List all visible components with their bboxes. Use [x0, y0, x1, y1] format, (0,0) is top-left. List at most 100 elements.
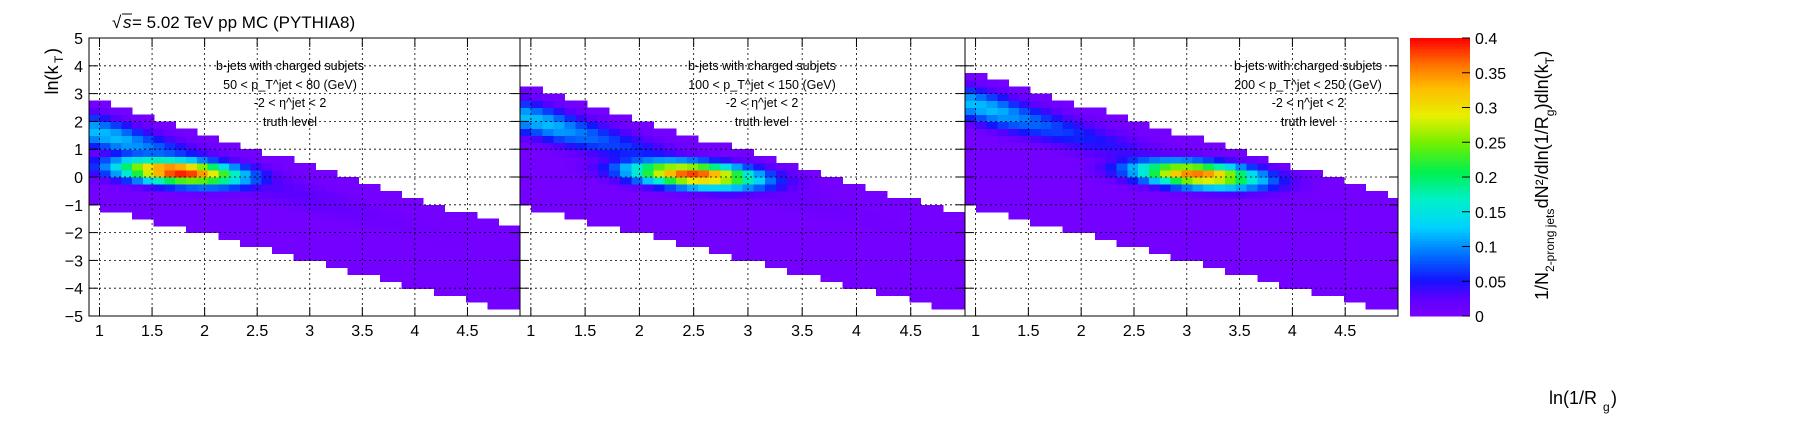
heatmap-cell: [498, 281, 510, 289]
heatmap-cell: [304, 190, 316, 199]
heatmap-cell: [1116, 149, 1128, 157]
heatmap-cell: [542, 93, 554, 102]
heatmap-cell: [542, 183, 554, 192]
heatmap-cell: [261, 225, 273, 234]
heatmap-cell: [631, 149, 643, 157]
heatmap-cell: [664, 128, 677, 136]
heatmap-cell: [304, 239, 316, 248]
heatmap-cell: [520, 197, 532, 206]
y-axis-title: ln(k T ): [42, 48, 66, 95]
heatmap-cell: [1387, 239, 1399, 248]
heatmap-cell: [110, 190, 122, 199]
heatmap-cell: [853, 197, 866, 206]
heatmap-cell: [455, 267, 467, 275]
heatmap-cell: [336, 211, 349, 220]
heatmap-cell: [931, 253, 944, 261]
colorbar-tick-label: 0.3: [1475, 101, 1497, 118]
heatmap-cell: [642, 142, 655, 150]
heatmap-cell: [1116, 156, 1128, 164]
heatmap-cell: [250, 197, 263, 206]
heatmap-cell: [99, 100, 112, 109]
figure-title: √ s = 5.02 TeV pp MC (PYTHIA8): [112, 13, 355, 32]
heatmap-cell: [185, 128, 198, 136]
heatmap-cell: [597, 211, 610, 220]
y-tick-label: 2: [74, 114, 83, 131]
heatmap-cell: [1268, 232, 1280, 241]
heatmap-cell: [597, 197, 610, 206]
colorbar-band: [1410, 227, 1470, 231]
heatmap-cell: [531, 86, 543, 95]
heatmap-cell: [142, 190, 155, 199]
heatmap-cell: [293, 204, 306, 213]
heatmap-cell: [379, 267, 392, 275]
heatmap-cell: [609, 218, 621, 227]
heatmap-cell: [1311, 197, 1323, 206]
heatmap-cell: [753, 163, 766, 171]
heatmap-cell: [164, 183, 176, 192]
heatmap-cell: [775, 232, 788, 241]
heatmap-cell: [1062, 170, 1074, 178]
heatmap-cell: [831, 274, 844, 282]
heatmap-cell: [196, 225, 209, 234]
heatmap-cell: [965, 107, 977, 116]
heatmap-cell: [1278, 170, 1291, 178]
heatmap-cell: [1192, 246, 1204, 255]
heatmap-cell: [1224, 211, 1237, 220]
heatmap-cell: [631, 183, 643, 192]
heatmap-cell: [1224, 204, 1237, 213]
heatmap-cell: [864, 281, 877, 289]
heatmap-cell: [1159, 128, 1172, 136]
heatmap-cell: [742, 253, 755, 261]
heatmap-cell: [698, 190, 710, 199]
heatmap-cell: [1116, 183, 1128, 192]
heatmap-cell: [369, 190, 381, 199]
heatmap-cell: [185, 149, 198, 157]
heatmap-cell: [1138, 156, 1150, 164]
heatmap-cell: [986, 170, 999, 178]
heatmap-cell: [575, 170, 588, 178]
heatmap-cell: [1073, 135, 1085, 143]
heatmap-cell: [753, 211, 766, 220]
heatmap-cell: [121, 183, 133, 192]
heatmap-cell: [185, 142, 198, 150]
heatmap-cell: [89, 149, 101, 157]
heatmap-cell: [709, 239, 721, 248]
heatmap-cell: [798, 183, 810, 192]
heatmap-cell: [1278, 274, 1291, 282]
panel-2-heatmap: [520, 86, 966, 310]
heatmap-cell: [1235, 190, 1248, 199]
heatmap-cell: [476, 295, 489, 303]
x-tick-label: 2.5: [1123, 323, 1145, 340]
heatmap-cell: [764, 225, 777, 234]
heatmap-cell: [401, 197, 413, 206]
heatmap-cell: [1127, 170, 1139, 178]
heatmap-cell: [1376, 239, 1388, 248]
heatmap-cell: [1246, 253, 1258, 261]
heatmap-cell: [444, 267, 456, 275]
heatmap-cell: [787, 163, 799, 171]
heatmap-cell: [207, 177, 219, 185]
heatmap-cell: [175, 156, 187, 164]
heatmap-cell: [586, 149, 599, 157]
heatmap-cell: [1224, 163, 1237, 171]
heatmap-cell: [597, 204, 610, 213]
heatmap-cell: [853, 253, 866, 261]
heatmap-cell: [653, 190, 666, 199]
heatmap-cell: [520, 128, 532, 136]
heatmap-cell: [1333, 197, 1345, 206]
heatmap-cell: [1029, 114, 1042, 122]
heatmap-cell: [1040, 114, 1053, 122]
colorbar-band: [1410, 210, 1470, 214]
heatmap-cell: [1127, 239, 1139, 248]
heatmap-cell: [433, 225, 446, 234]
heatmap-cell: [1365, 246, 1377, 255]
heatmap-cell: [620, 128, 632, 136]
heatmap-cell: [1127, 156, 1139, 164]
heatmap-cell: [423, 225, 435, 234]
heatmap-cell: [1181, 183, 1193, 192]
heatmap-cell: [1181, 190, 1193, 199]
heatmap-cell: [1127, 204, 1139, 213]
heatmap-cell: [731, 190, 744, 199]
heatmap-cell: [1138, 163, 1150, 171]
